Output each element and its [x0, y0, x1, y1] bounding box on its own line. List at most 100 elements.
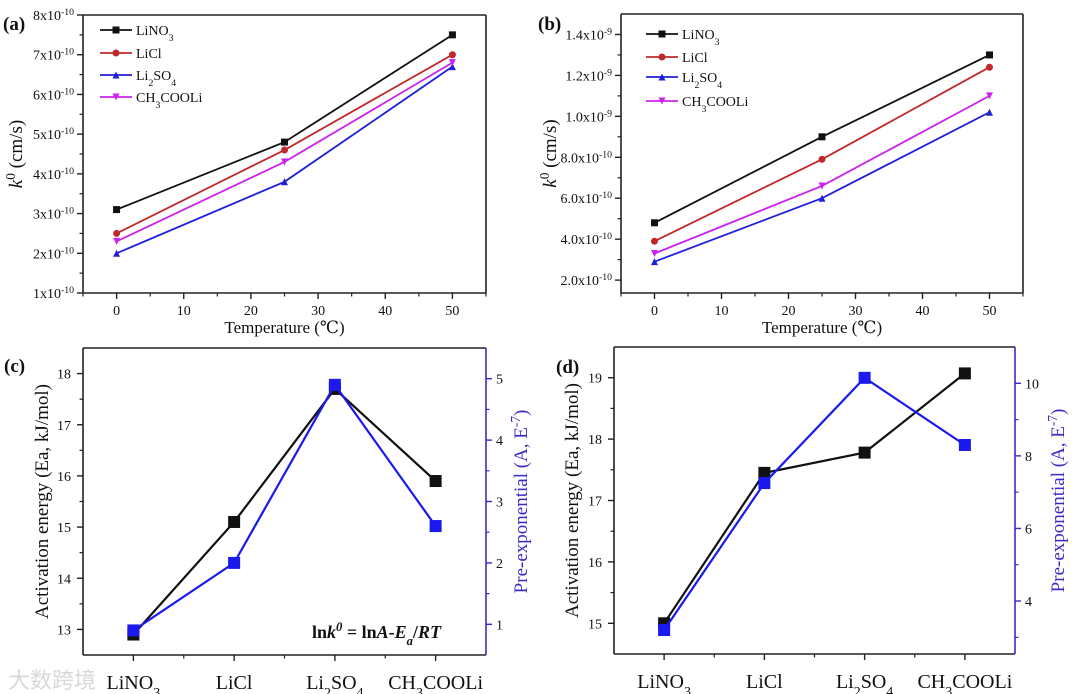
x-tick-label: 40: [916, 304, 930, 319]
x-category-label: LiCl: [216, 672, 253, 694]
x-category-label: Li2SO4: [306, 672, 363, 694]
legend-marker: [112, 93, 120, 101]
y-tick-label: 4.0x10-10: [560, 231, 612, 249]
series-line: [663, 376, 966, 631]
series-2: [646, 73, 993, 266]
y2-axis-label: Pre-exponential (A, E-7): [1045, 409, 1070, 593]
x-tick-label: 20: [782, 304, 796, 319]
panel-label: (a): [3, 14, 25, 35]
x-tick-label: 30: [849, 304, 863, 319]
legend-label: CH3COOLi: [136, 91, 202, 111]
y-axis-label: Activation energy (Ea, kJ/mol): [32, 384, 53, 619]
data-point: [127, 624, 140, 637]
y-tick-label: 3x10-10: [33, 205, 74, 223]
y-tick-label: 6.0x10-10: [560, 190, 612, 208]
y2-tick-label: 4: [496, 434, 503, 449]
data-point: [651, 219, 658, 227]
y-tick-label: 7x10-10: [33, 46, 74, 64]
formula-part: 0: [336, 620, 343, 634]
legend-label: LiNO3: [682, 28, 720, 48]
x-category-label: CH3COOLi: [388, 672, 483, 694]
y2-tick-label: 5: [496, 373, 503, 388]
formula-part: k: [327, 622, 336, 642]
y-tick-label: 2x10-10: [33, 245, 74, 263]
x-tick-label: 0: [651, 304, 658, 319]
y-axis-label: k0 (cm/s): [537, 119, 562, 187]
y-tick-label: 1.0x10-9: [565, 108, 612, 126]
legend-label: LiCl: [136, 47, 162, 62]
y-tick-label: 17: [588, 495, 602, 510]
data-point: [328, 378, 341, 391]
y-tick-label: 5x10-10: [33, 126, 74, 144]
x-tick-label: 50: [445, 304, 459, 319]
y-axis-label: k0 (cm/s): [3, 120, 28, 188]
x-axis-label: Temperature (℃): [762, 318, 882, 337]
panel-label: (d): [556, 357, 579, 378]
y2-tick-label: 1: [496, 618, 503, 633]
x-tick-label: 40: [378, 304, 392, 319]
data-point: [281, 158, 288, 166]
legend-marker: [112, 71, 120, 79]
data-point: [986, 92, 993, 100]
series-1: [658, 371, 971, 637]
series-line: [663, 372, 966, 624]
legend-label: LiNO3: [136, 24, 174, 44]
x-category-label: LiNO3: [107, 672, 161, 694]
y-tick-label: 16: [588, 556, 602, 571]
chart-panel-b: [615, 13, 1024, 299]
formula-part: ln: [312, 622, 327, 642]
chart-panel-c: lnk0 = lnA-Ea/RT: [77, 347, 492, 661]
legend-marker: [658, 97, 666, 105]
legend-marker: [658, 30, 666, 38]
y2-tick-label: 4: [1025, 595, 1032, 610]
legend-label: Li2SO4: [682, 71, 722, 91]
panel-label: (c): [4, 356, 25, 377]
legend-marker: [112, 26, 120, 34]
data-point: [448, 63, 456, 71]
data-point: [651, 237, 658, 245]
data-point: [986, 108, 993, 116]
watermark: 大数跨境: [8, 669, 96, 694]
series-1: [646, 53, 993, 245]
series-line: [132, 387, 437, 636]
data-point: [281, 138, 288, 146]
y-axis-label: Activation energy (Ea, kJ/mol): [562, 383, 583, 618]
data-point: [958, 367, 971, 380]
formula-part: RT: [417, 622, 442, 642]
formula-part: a: [407, 634, 413, 648]
formula-part: /: [412, 622, 419, 642]
x-category-label: LiNO3: [637, 671, 691, 694]
data-point: [113, 237, 121, 245]
data-point: [281, 178, 288, 186]
series-0: [100, 26, 456, 214]
data-point: [818, 194, 826, 202]
y2-tick-label: 6: [1025, 522, 1032, 537]
data-point: [228, 556, 241, 569]
data-point: [986, 63, 993, 71]
y-tick-label: 15: [57, 521, 71, 536]
y-tick-label: 18: [57, 368, 71, 383]
data-point: [818, 155, 826, 163]
data-point: [818, 182, 826, 190]
y-tick-label: 1x10-10: [33, 285, 74, 303]
y2-axis-label: Pre-exponential (A, E-7): [508, 410, 533, 594]
data-point: [758, 477, 771, 490]
formula-part: -: [389, 622, 395, 642]
series-3: [100, 59, 456, 245]
series-0: [658, 367, 971, 630]
formula-part: A: [376, 622, 389, 642]
y-tick-label: 16: [57, 470, 71, 485]
data-point: [448, 59, 456, 67]
chart-panel-d: [608, 346, 1021, 660]
formula-part: E: [394, 622, 407, 642]
data-point: [818, 133, 826, 141]
y2-tick-label: 2: [496, 557, 503, 572]
x-tick-label: 0: [113, 304, 120, 319]
data-point: [281, 146, 288, 154]
x-axis-label: Temperature (℃): [224, 318, 344, 337]
data-point: [429, 475, 442, 488]
data-point: [113, 249, 121, 257]
x-tick-label: 20: [244, 304, 258, 319]
panel-label: (b): [538, 14, 561, 35]
